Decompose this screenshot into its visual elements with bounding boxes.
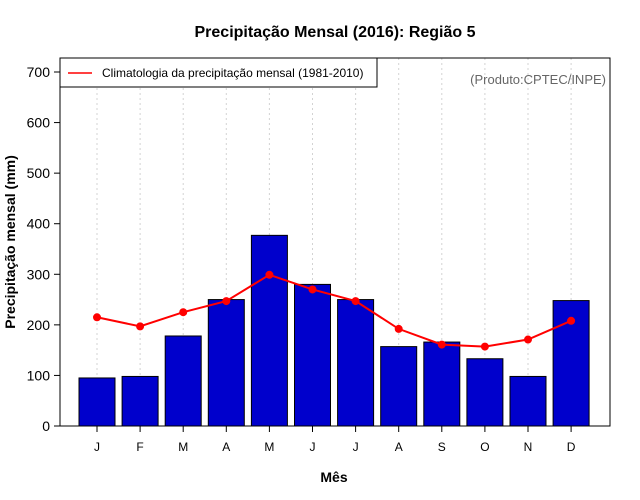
climatology-point xyxy=(93,313,101,322)
bar-M-2 xyxy=(164,335,202,427)
bar-S-8 xyxy=(423,341,461,427)
climatology-point xyxy=(480,342,489,351)
climatology-point xyxy=(351,297,360,306)
climatology-point xyxy=(265,270,274,279)
climatology-point xyxy=(524,335,532,344)
bar-F-1 xyxy=(121,375,159,427)
x-tick-label: A xyxy=(222,440,230,454)
bar-series xyxy=(78,234,590,427)
x-tick-label: J xyxy=(94,440,100,454)
legend: Climatologia da precipitação mensal (198… xyxy=(59,57,378,88)
bar-A-3 xyxy=(207,299,245,427)
y-tick-label: 500 xyxy=(27,165,51,181)
y-tick-label: 200 xyxy=(27,317,51,333)
climatology-point xyxy=(308,285,317,294)
x-tick-label: F xyxy=(136,440,143,454)
x-axis-label: Mês xyxy=(320,469,347,485)
legend-entry: Climatologia da precipitação mensal (198… xyxy=(102,66,363,80)
y-axis: 0 100 200 300 400 500 600 700 xyxy=(27,64,60,434)
y-axis-label: Precipitação mensal (mm) xyxy=(2,155,18,329)
climatology-point xyxy=(222,297,231,306)
bar-J-5 xyxy=(294,283,331,427)
y-tick-label: 300 xyxy=(27,266,51,282)
climatology-line xyxy=(96,273,572,348)
climatology-line-series xyxy=(93,270,576,351)
y-tick-label: 400 xyxy=(27,216,51,232)
climatology-point xyxy=(394,324,403,333)
source-annotation: (Produto:CPTEC/INPE) xyxy=(470,72,606,87)
y-tick-label: 0 xyxy=(42,418,50,434)
x-tick-label: J xyxy=(353,440,359,454)
bar-O-9 xyxy=(466,358,504,427)
x-tick-label: S xyxy=(438,440,446,454)
bar-M-4 xyxy=(250,234,288,427)
y-tick-label: 100 xyxy=(27,367,51,383)
climatology-point xyxy=(437,340,446,349)
bar-N-10 xyxy=(509,375,547,427)
legend-box xyxy=(59,57,378,88)
bar-A-7 xyxy=(380,346,418,427)
x-tick-label: M xyxy=(264,440,274,454)
y-tick-label: 700 xyxy=(27,64,51,80)
climatology-point xyxy=(136,322,145,331)
bar-J-0 xyxy=(78,377,116,427)
x-tick-label: N xyxy=(524,440,533,454)
x-tick-label: D xyxy=(567,440,576,454)
x-tick-label: A xyxy=(395,440,403,454)
bar-J-6 xyxy=(337,299,375,427)
climatology-point xyxy=(179,308,188,317)
x-tick-label: O xyxy=(480,440,489,454)
y-tick-label: 600 xyxy=(27,115,51,131)
climatology-point xyxy=(567,316,576,325)
x-tick-label: J xyxy=(310,440,316,454)
x-tick-label: M xyxy=(178,440,188,454)
chart-title: Precipitação Mensal (2016): Região 5 xyxy=(195,24,476,41)
